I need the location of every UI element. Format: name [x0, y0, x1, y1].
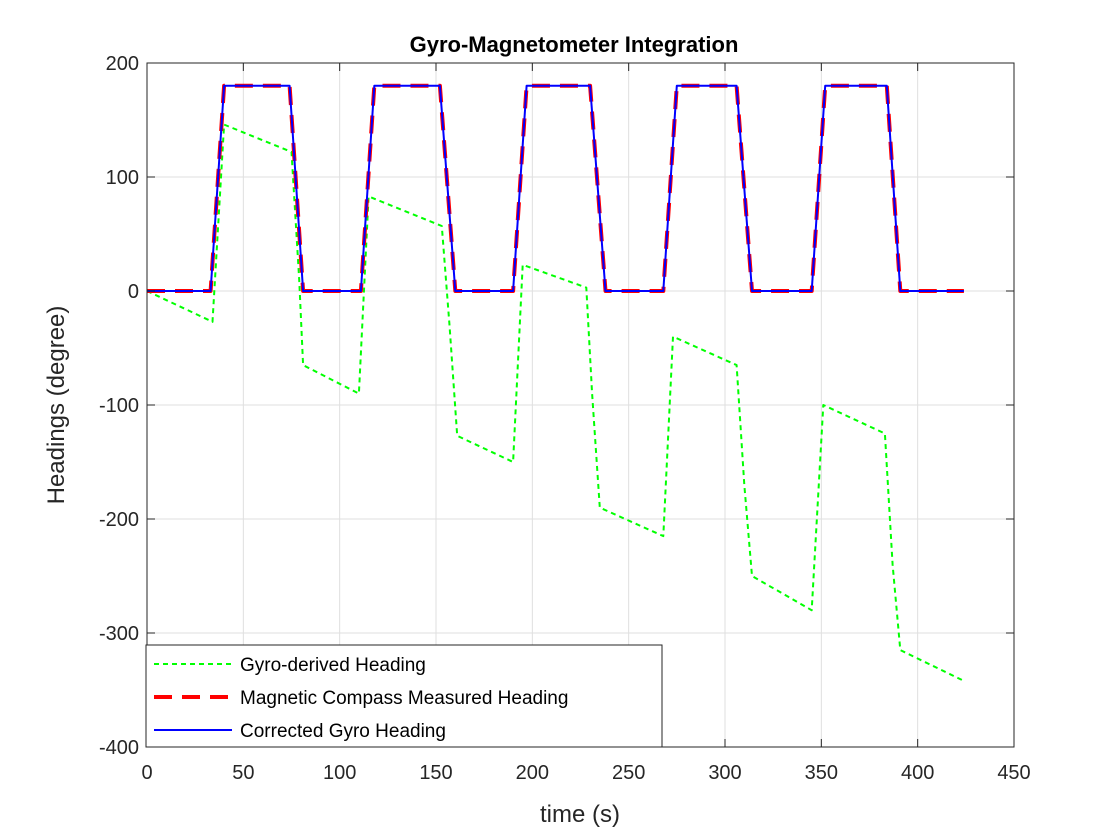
chart-title: Gyro-Magnetometer Integration	[410, 32, 739, 57]
y-ticks: 200 100 0 -100 -200 -300 -400	[99, 53, 1014, 759]
x-tick-label: 250	[612, 762, 645, 784]
y-tick-label: 200	[106, 53, 139, 75]
legend: Gyro-derived Heading Magnetic Compass Me…	[145, 644, 663, 748]
y-tick-label: 0	[128, 281, 139, 303]
y-tick-label: 100	[106, 167, 139, 189]
x-tick-label: 50	[232, 762, 254, 784]
y-tick-label: -100	[99, 395, 139, 417]
x-ticks: 0 50 100 150 200 250 300 350 400 450	[141, 63, 1031, 784]
x-tick-label: 0	[141, 762, 152, 784]
x-tick-label: 400	[901, 762, 934, 784]
series-layer	[146, 83, 965, 682]
series-corrected-gyro-heading	[147, 84, 964, 292]
y-axis-label: Headings (degree)	[43, 306, 70, 505]
x-tick-label: 300	[708, 762, 741, 784]
x-axis-label: time (s)	[540, 801, 620, 828]
x-tick-label: 100	[323, 762, 356, 784]
series-gyro-derived-heading	[146, 123, 965, 682]
y-tick-label: -400	[99, 737, 139, 759]
y-tick-label: -200	[99, 509, 139, 531]
y-tick-label: -300	[99, 623, 139, 645]
legend-label-corrected: Corrected Gyro Heading	[240, 721, 446, 742]
x-tick-label: 450	[997, 762, 1030, 784]
x-tick-label: 350	[805, 762, 838, 784]
legend-label-gyro: Gyro-derived Heading	[240, 655, 426, 676]
x-tick-label: 200	[516, 762, 549, 784]
legend-label-compass: Magnetic Compass Measured Heading	[240, 688, 568, 709]
x-tick-label: 150	[419, 762, 452, 784]
